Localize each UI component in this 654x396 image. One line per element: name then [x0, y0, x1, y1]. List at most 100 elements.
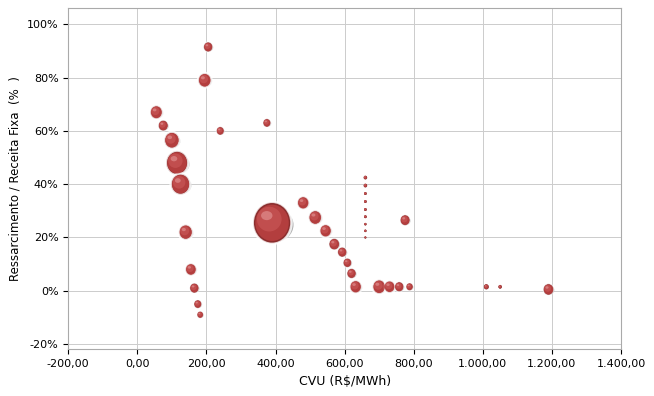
Ellipse shape — [190, 283, 199, 293]
Ellipse shape — [197, 311, 203, 318]
Ellipse shape — [401, 215, 409, 225]
Ellipse shape — [186, 265, 194, 272]
Ellipse shape — [298, 198, 306, 206]
Ellipse shape — [166, 151, 188, 175]
Ellipse shape — [320, 225, 331, 236]
Ellipse shape — [153, 109, 156, 111]
Ellipse shape — [217, 128, 222, 133]
Ellipse shape — [263, 119, 271, 127]
Ellipse shape — [347, 269, 356, 278]
Ellipse shape — [164, 132, 179, 148]
Ellipse shape — [330, 240, 337, 246]
Ellipse shape — [364, 208, 366, 210]
Ellipse shape — [364, 208, 367, 211]
Ellipse shape — [330, 239, 339, 249]
Ellipse shape — [545, 286, 549, 289]
Ellipse shape — [186, 265, 197, 275]
Ellipse shape — [364, 200, 367, 203]
Ellipse shape — [364, 215, 366, 217]
Ellipse shape — [196, 302, 198, 304]
Ellipse shape — [198, 312, 202, 316]
Ellipse shape — [151, 106, 162, 118]
Ellipse shape — [329, 238, 339, 250]
Ellipse shape — [385, 282, 394, 292]
Ellipse shape — [400, 216, 411, 225]
Ellipse shape — [364, 176, 367, 179]
Ellipse shape — [364, 223, 366, 225]
Ellipse shape — [406, 284, 413, 290]
Ellipse shape — [195, 301, 199, 306]
Ellipse shape — [191, 284, 197, 290]
Ellipse shape — [216, 127, 224, 135]
Ellipse shape — [150, 107, 164, 119]
Ellipse shape — [384, 282, 396, 293]
Ellipse shape — [365, 223, 366, 224]
Ellipse shape — [485, 285, 487, 288]
Ellipse shape — [364, 192, 367, 195]
Ellipse shape — [407, 284, 411, 288]
Ellipse shape — [395, 282, 403, 291]
Ellipse shape — [353, 283, 356, 286]
Ellipse shape — [298, 196, 309, 209]
Ellipse shape — [499, 286, 500, 287]
Ellipse shape — [300, 199, 303, 202]
Ellipse shape — [348, 270, 354, 276]
Ellipse shape — [543, 285, 555, 295]
Ellipse shape — [400, 215, 410, 225]
Ellipse shape — [407, 285, 409, 286]
Ellipse shape — [407, 284, 413, 290]
Ellipse shape — [387, 284, 390, 286]
Ellipse shape — [204, 43, 213, 51]
Ellipse shape — [198, 312, 203, 318]
Ellipse shape — [151, 107, 160, 115]
Ellipse shape — [165, 134, 181, 148]
Ellipse shape — [364, 223, 367, 225]
Ellipse shape — [350, 280, 362, 293]
Ellipse shape — [349, 271, 352, 273]
Ellipse shape — [364, 236, 366, 238]
Ellipse shape — [167, 152, 187, 173]
Ellipse shape — [350, 282, 362, 293]
Ellipse shape — [364, 230, 366, 231]
Ellipse shape — [205, 44, 208, 46]
Ellipse shape — [364, 192, 366, 194]
Ellipse shape — [364, 200, 367, 203]
Ellipse shape — [198, 313, 200, 314]
Ellipse shape — [364, 176, 367, 179]
Ellipse shape — [337, 247, 347, 257]
Ellipse shape — [166, 134, 176, 144]
Ellipse shape — [186, 264, 196, 275]
Ellipse shape — [263, 120, 271, 127]
Ellipse shape — [198, 312, 204, 318]
Ellipse shape — [192, 286, 194, 287]
Ellipse shape — [321, 226, 328, 234]
Ellipse shape — [216, 128, 224, 135]
Ellipse shape — [199, 75, 208, 83]
Ellipse shape — [311, 213, 315, 217]
Ellipse shape — [171, 174, 190, 195]
Ellipse shape — [309, 210, 322, 225]
Ellipse shape — [402, 217, 405, 219]
Ellipse shape — [373, 280, 386, 294]
Ellipse shape — [364, 184, 367, 187]
Ellipse shape — [320, 225, 332, 237]
Ellipse shape — [168, 154, 182, 168]
Ellipse shape — [373, 280, 385, 293]
Ellipse shape — [364, 192, 367, 195]
Ellipse shape — [310, 212, 318, 221]
Ellipse shape — [384, 281, 395, 293]
Ellipse shape — [172, 175, 189, 193]
Ellipse shape — [194, 301, 201, 308]
Ellipse shape — [255, 205, 289, 241]
Ellipse shape — [364, 208, 367, 211]
Ellipse shape — [499, 285, 501, 287]
Ellipse shape — [364, 230, 366, 232]
Ellipse shape — [375, 283, 379, 286]
Ellipse shape — [150, 105, 163, 119]
Ellipse shape — [485, 285, 487, 286]
Ellipse shape — [498, 285, 502, 288]
Ellipse shape — [339, 248, 345, 254]
Ellipse shape — [347, 270, 356, 278]
Ellipse shape — [329, 240, 340, 249]
Ellipse shape — [180, 226, 192, 239]
